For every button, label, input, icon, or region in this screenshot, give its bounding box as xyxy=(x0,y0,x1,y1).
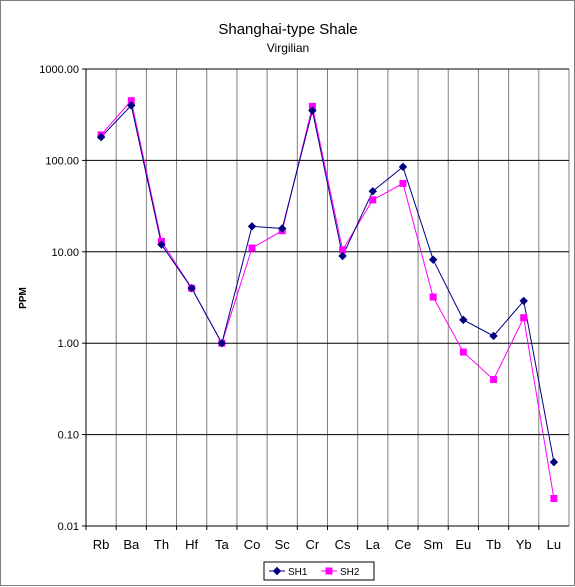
legend-label-sh1: SH1 xyxy=(288,567,308,578)
data-point-sh1 xyxy=(459,315,468,325)
x-tick-label: Th xyxy=(154,537,169,552)
x-tick-label: Ce xyxy=(395,537,412,552)
data-point-sh2 xyxy=(459,348,467,356)
data-point-sh2 xyxy=(399,179,407,187)
data-point-sh1 xyxy=(308,106,317,115)
data-point-sh1 xyxy=(489,331,498,341)
data-point-sh2 xyxy=(550,494,558,502)
legend-box xyxy=(263,561,375,581)
data-point-sh2 xyxy=(369,196,377,204)
chart-title: Shanghai-type Shale xyxy=(218,21,357,38)
x-tick-label: Tb xyxy=(486,537,501,552)
y-tick-label: 100.00 xyxy=(45,155,79,167)
x-tick-label: Cr xyxy=(306,537,320,552)
x-tick-label: Ta xyxy=(215,537,230,552)
plot-area: 1000.00 100.00 10.00 1.00 0.10 0.01 Rb Ba Th Hf Ta… xyxy=(39,64,570,552)
y-tick-label: 0.10 xyxy=(58,430,79,442)
x-tick-label: Yb xyxy=(516,537,532,552)
data-point-sh2 xyxy=(490,376,498,384)
y-axis-label: PPM xyxy=(18,287,29,309)
data-point-sh1 xyxy=(428,255,438,264)
y-tick-label: 10.00 xyxy=(51,247,79,259)
legend: SH1 SH2 xyxy=(263,561,375,581)
legend-label-sh2: SH2 xyxy=(340,567,360,578)
data-point-sh1 xyxy=(549,457,559,467)
y-tick-label: 0.01 xyxy=(58,521,79,533)
y-tick-label: 1000.00 xyxy=(39,64,79,76)
x-tick-label: La xyxy=(366,537,381,552)
y-tick-label: 1.00 xyxy=(58,338,79,350)
series-line-sh2 xyxy=(100,99,555,499)
x-tick-label: Ba xyxy=(123,537,140,552)
data-point-sh1 xyxy=(96,132,106,142)
x-tick-label: Co xyxy=(244,537,261,552)
legend-marker-sh1 xyxy=(272,566,282,576)
x-tick-label: Hf xyxy=(185,537,198,552)
data-point-sh1 xyxy=(519,296,528,306)
data-point-sh2 xyxy=(429,293,437,301)
x-tick-label: Eu xyxy=(455,537,471,552)
x-tick-label: Rb xyxy=(93,537,110,552)
data-point-sh1 xyxy=(157,240,166,249)
data-point-sh1 xyxy=(187,283,196,293)
x-tick-label: Sm xyxy=(423,537,443,552)
data-point-sh1 xyxy=(398,162,408,172)
x-tick-label: Cs xyxy=(335,537,351,552)
x-tick-label: Sc xyxy=(275,537,291,552)
x-tick-label: Lu xyxy=(547,537,561,552)
chart-subtitle: Virgilian xyxy=(267,41,309,55)
data-point-sh1 xyxy=(217,338,227,348)
series-line-sh1 xyxy=(100,104,555,463)
data-point-sh2 xyxy=(248,244,256,252)
data-point-sh2 xyxy=(520,314,528,322)
legend-marker-sh2 xyxy=(325,567,333,575)
data-point-sh1 xyxy=(278,224,287,233)
data-point-sh1 xyxy=(368,187,377,196)
data-point-sh1 xyxy=(338,251,347,261)
data-point-sh1 xyxy=(127,101,136,110)
data-point-sh1 xyxy=(247,222,257,231)
